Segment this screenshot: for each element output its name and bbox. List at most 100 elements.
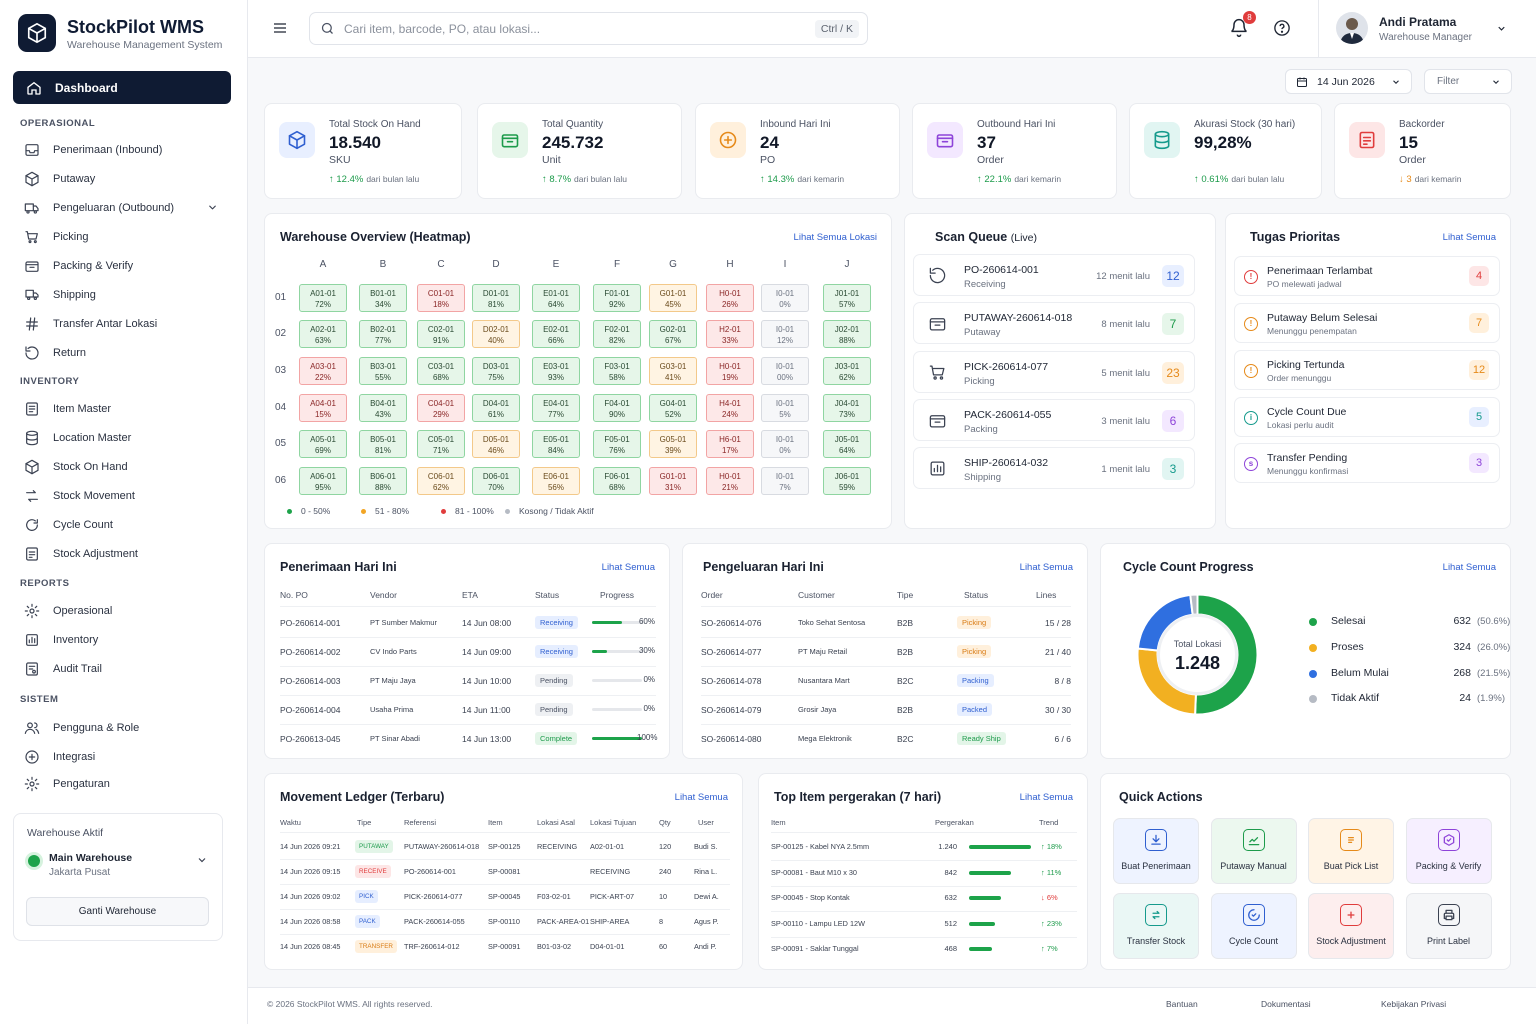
heatmap-cell[interactable]: F06-01 68%: [593, 467, 641, 495]
priority-task-item[interactable]: ! Picking Tertunda Order menunggu 12: [1234, 350, 1500, 390]
sidebar-item-pengguna-role[interactable]: Pengguna & Role: [24, 717, 230, 739]
heatmap-cell[interactable]: E05-01 84%: [532, 430, 580, 458]
quick-action-buat-penerimaan[interactable]: Buat Penerimaan: [1113, 818, 1199, 884]
heatmap-cell[interactable]: A02-01 63%: [299, 320, 347, 348]
heatmap-cell[interactable]: F01-01 92%: [593, 284, 641, 312]
table-row[interactable]: SP-00125 - Kabel NYA 2.5mm 1.240 ↑ 18%: [759, 840, 1089, 858]
heatmap-cell[interactable]: D03-01 75%: [472, 357, 520, 385]
sidebar-item-stock-movement[interactable]: Stock Movement: [24, 485, 230, 507]
heatmap-cell[interactable]: A06-01 95%: [299, 467, 347, 495]
table-row[interactable]: SO-260614-078 Nusantara Mart B2C Packing 8 /…: [683, 674, 1089, 694]
table-row[interactable]: SP-00045 - Stop Kontak 632 ↓ 6%: [759, 891, 1089, 909]
scan-queue-item[interactable]: PO-260614-001 Receiving 12 menit lalu 12: [913, 254, 1195, 296]
priority-task-item[interactable]: ! Penerimaan Terlambat PO melewati jadwal 4: [1234, 256, 1500, 296]
view-all-link[interactable]: Lihat Semua: [1442, 232, 1496, 243]
sidebar-item-penerimaan-inbound[interactable]: Penerimaan (Inbound): [24, 139, 230, 161]
table-row[interactable]: PO-260613-045 PT Sinar Abadi 14 Jun 13:00 C…: [265, 732, 671, 752]
heatmap-cell[interactable]: C02-01 91%: [417, 320, 465, 348]
heatmap-cell[interactable]: H0-01 21%: [706, 467, 754, 495]
table-row[interactable]: PO-260614-004 Usaha Prima 14 Jun 11:00 Pend…: [265, 703, 671, 723]
table-row[interactable]: 14 Jun 2026 09:02 PICK PICK-260614-077 SP-0…: [265, 890, 744, 908]
heatmap-cell[interactable]: I0-01 12%: [761, 320, 809, 348]
heatmap-cell[interactable]: E02-01 66%: [532, 320, 580, 348]
bell-icon[interactable]: [1229, 18, 1249, 38]
heatmap-cell[interactable]: C06-01 62%: [417, 467, 465, 495]
heatmap-cell[interactable]: G03-01 41%: [649, 357, 697, 385]
table-row[interactable]: SO-260614-079 Grosir Jaya B2B Packed 30 / 30: [683, 703, 1089, 723]
heatmap-cell[interactable]: E01-01 64%: [532, 284, 580, 312]
priority-task-item[interactable]: ! Putaway Belum Selesai Menunggu penempata…: [1234, 303, 1500, 343]
donut-slice-tidak-aktif[interactable]: [1189, 593, 1199, 616]
sidebar-item-stock-on-hand[interactable]: Stock On Hand: [24, 456, 230, 478]
view-all-link[interactable]: Lihat Semua Lokasi: [793, 232, 877, 243]
heatmap-cell[interactable]: J05-01 64%: [823, 430, 871, 458]
sidebar-item-pengeluaran-outbound[interactable]: Pengeluaran (Outbound): [24, 197, 230, 219]
heatmap-cell[interactable]: G01-01 45%: [649, 284, 697, 312]
table-row[interactable]: 14 Jun 2026 08:58 PACK PACK-260614-055 SP-0…: [265, 915, 744, 933]
table-row[interactable]: 14 Jun 2026 09:15 RECEIVE PO-260614-001 SP-…: [265, 865, 744, 883]
footer-link-privacy[interactable]: Kebijakan Privasi: [1381, 999, 1447, 1009]
table-row[interactable]: PO-260614-001 PT Sumber Makmur 14 Jun 08:0…: [265, 616, 671, 636]
scan-queue-item[interactable]: SHIP-260614-032 Shipping 1 menit lalu 3: [913, 447, 1195, 489]
sidebar-item-packing-verify[interactable]: Packing & Verify: [24, 255, 230, 277]
heatmap-cell[interactable]: B04-01 43%: [359, 394, 407, 422]
change-warehouse-button[interactable]: Ganti Warehouse: [26, 897, 209, 926]
heatmap-cell[interactable]: F03-01 58%: [593, 357, 641, 385]
table-row[interactable]: SP-00091 - Saklar Tunggal 468 ↑ 7%: [759, 942, 1089, 960]
heatmap-cell[interactable]: B01-01 34%: [359, 284, 407, 312]
heatmap-cell[interactable]: G05-01 39%: [649, 430, 697, 458]
sidebar-item-shipping[interactable]: Shipping: [24, 284, 230, 306]
heatmap-cell[interactable]: D02-01 40%: [472, 320, 520, 348]
heatmap-cell[interactable]: D04-01 61%: [472, 394, 520, 422]
heatmap-cell[interactable]: B05-01 81%: [359, 430, 407, 458]
heatmap-cell[interactable]: I0-01 00%: [761, 357, 809, 385]
table-row[interactable]: 14 Jun 2026 09:21 PUTAWAY PUTAWAY-260614-0…: [265, 840, 744, 858]
heatmap-cell[interactable]: B03-01 55%: [359, 357, 407, 385]
filter-select[interactable]: Filter: [1424, 69, 1512, 94]
chevron-down-icon[interactable]: [1496, 23, 1507, 34]
heatmap-cell[interactable]: C03-01 68%: [417, 357, 465, 385]
heatmap-cell[interactable]: C05-01 71%: [417, 430, 465, 458]
heatmap-cell[interactable]: C01-01 18%: [417, 284, 465, 312]
scan-queue-item[interactable]: PACK-260614-055 Packing 3 menit lalu 6: [913, 399, 1195, 441]
heatmap-cell[interactable]: H0-01 19%: [706, 357, 754, 385]
heatmap-cell[interactable]: I0-01 0%: [761, 430, 809, 458]
quick-action-print-label[interactable]: Print Label: [1405, 893, 1492, 959]
sidebar-item-stock-adjustment[interactable]: Stock Adjustment: [24, 543, 230, 565]
heatmap-cell[interactable]: A05-01 69%: [299, 430, 347, 458]
heatmap-cell[interactable]: G01-01 31%: [649, 467, 697, 495]
heatmap-cell[interactable]: E03-01 93%: [532, 357, 580, 385]
sidebar-item-cycle-count[interactable]: Cycle Count: [24, 514, 230, 536]
heatmap-cell[interactable]: H4-01 24%: [706, 394, 754, 422]
priority-task-item[interactable]: s Transfer Pending Menunggu konfirmasi 3: [1234, 443, 1500, 483]
quick-action-transfer-stock[interactable]: Transfer Stock: [1113, 893, 1199, 959]
heatmap-cell[interactable]: B02-01 77%: [359, 320, 407, 348]
heatmap-cell[interactable]: J04-01 73%: [823, 394, 871, 422]
table-row[interactable]: SO-260614-080 Mega Elektronik B2C Ready Shi…: [683, 732, 1089, 752]
heatmap-cell[interactable]: G02-01 67%: [649, 320, 697, 348]
view-all-link[interactable]: Lihat Semua: [601, 562, 655, 573]
sidebar-item-audit-trail[interactable]: Audit Trail: [24, 658, 230, 680]
heatmap-cell[interactable]: F02-01 82%: [593, 320, 641, 348]
sidebar-item-inventory[interactable]: Inventory: [24, 629, 230, 651]
view-all-link[interactable]: Lihat Semua: [1019, 792, 1073, 803]
chevron-down-icon[interactable]: [207, 202, 218, 213]
sidebar-item-integrasi[interactable]: Integrasi: [24, 746, 230, 768]
heatmap-cell[interactable]: G04-01 52%: [649, 394, 697, 422]
heatmap-cell[interactable]: I0-01 7%: [761, 467, 809, 495]
view-all-link[interactable]: Lihat Semua: [1442, 562, 1496, 573]
heatmap-cell[interactable]: D05-01 46%: [472, 430, 520, 458]
view-all-link[interactable]: Lihat Semua: [674, 792, 728, 803]
heatmap-cell[interactable]: J01-01 57%: [823, 284, 871, 312]
heatmap-cell[interactable]: H6-01 17%: [706, 430, 754, 458]
date-picker[interactable]: 14 Jun 2026: [1285, 69, 1412, 94]
heatmap-cell[interactable]: H0-01 26%: [706, 284, 754, 312]
heatmap-cell[interactable]: E06-01 56%: [532, 467, 580, 495]
heatmap-cell[interactable]: D01-01 81%: [472, 284, 520, 312]
heatmap-cell[interactable]: A04-01 15%: [299, 394, 347, 422]
scan-queue-item[interactable]: PUTAWAY-260614-018 Putaway 8 menit lalu 7: [913, 302, 1195, 344]
chevron-down-icon[interactable]: [196, 854, 208, 866]
heatmap-cell[interactable]: J02-01 88%: [823, 320, 871, 348]
heatmap-cell[interactable]: H2-01 33%: [706, 320, 754, 348]
table-row[interactable]: SO-260614-077 PT Maju Retail B2B Picking 21 …: [683, 645, 1089, 665]
